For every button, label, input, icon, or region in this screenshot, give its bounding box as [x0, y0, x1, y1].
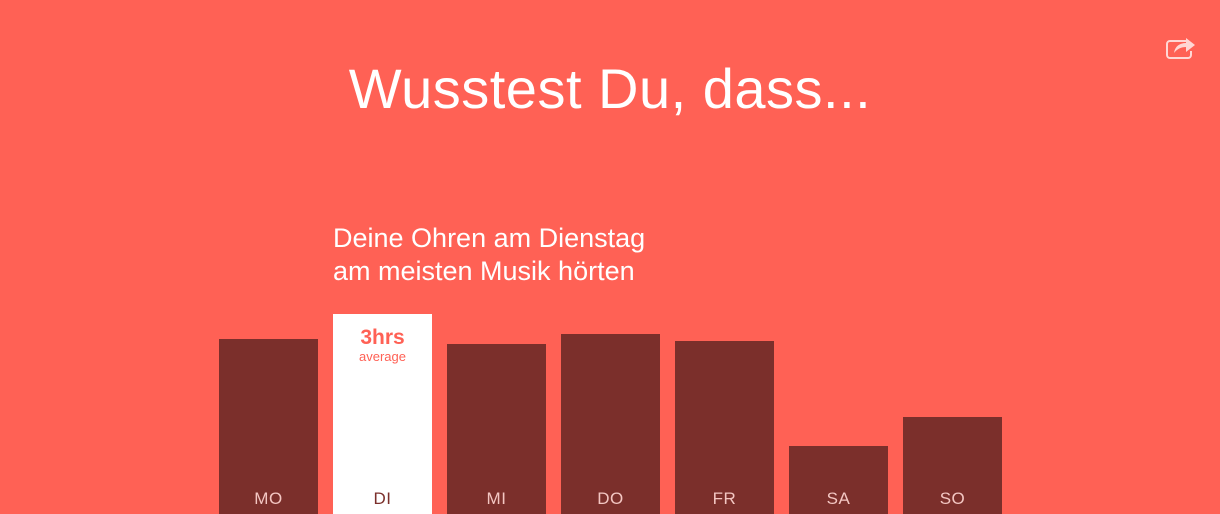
caption-line-1: Deine Ohren am Dienstag: [333, 223, 646, 253]
tick-label-do: DO: [597, 489, 624, 508]
bar-di: [333, 314, 432, 514]
tick-label-di: DI: [374, 489, 392, 508]
bar-fr: [675, 341, 774, 514]
headline: Wusstest Du, dass...: [348, 57, 872, 120]
tick-label-mo: MO: [254, 489, 282, 508]
bar-so: [903, 417, 1002, 514]
tick-label-sa: SA: [827, 489, 851, 508]
bar-sa: [789, 446, 888, 514]
tick-label-mi: MI: [487, 489, 507, 508]
highlight-value-sublabel: average: [359, 349, 406, 364]
bar-mi: [447, 344, 546, 514]
share-button[interactable]: [1164, 34, 1196, 62]
share-icon: [1166, 38, 1195, 59]
tick-label-so: SO: [940, 489, 966, 508]
caption: Deine Ohren am Dienstag am meisten Musik…: [333, 222, 645, 288]
highlight-value-label: 3hrs: [360, 326, 404, 349]
bar-mo: [219, 339, 318, 514]
caption-line-2: am meisten Musik hörten: [333, 256, 635, 286]
tick-label-fr: FR: [713, 489, 737, 508]
bar-do: [561, 334, 660, 514]
